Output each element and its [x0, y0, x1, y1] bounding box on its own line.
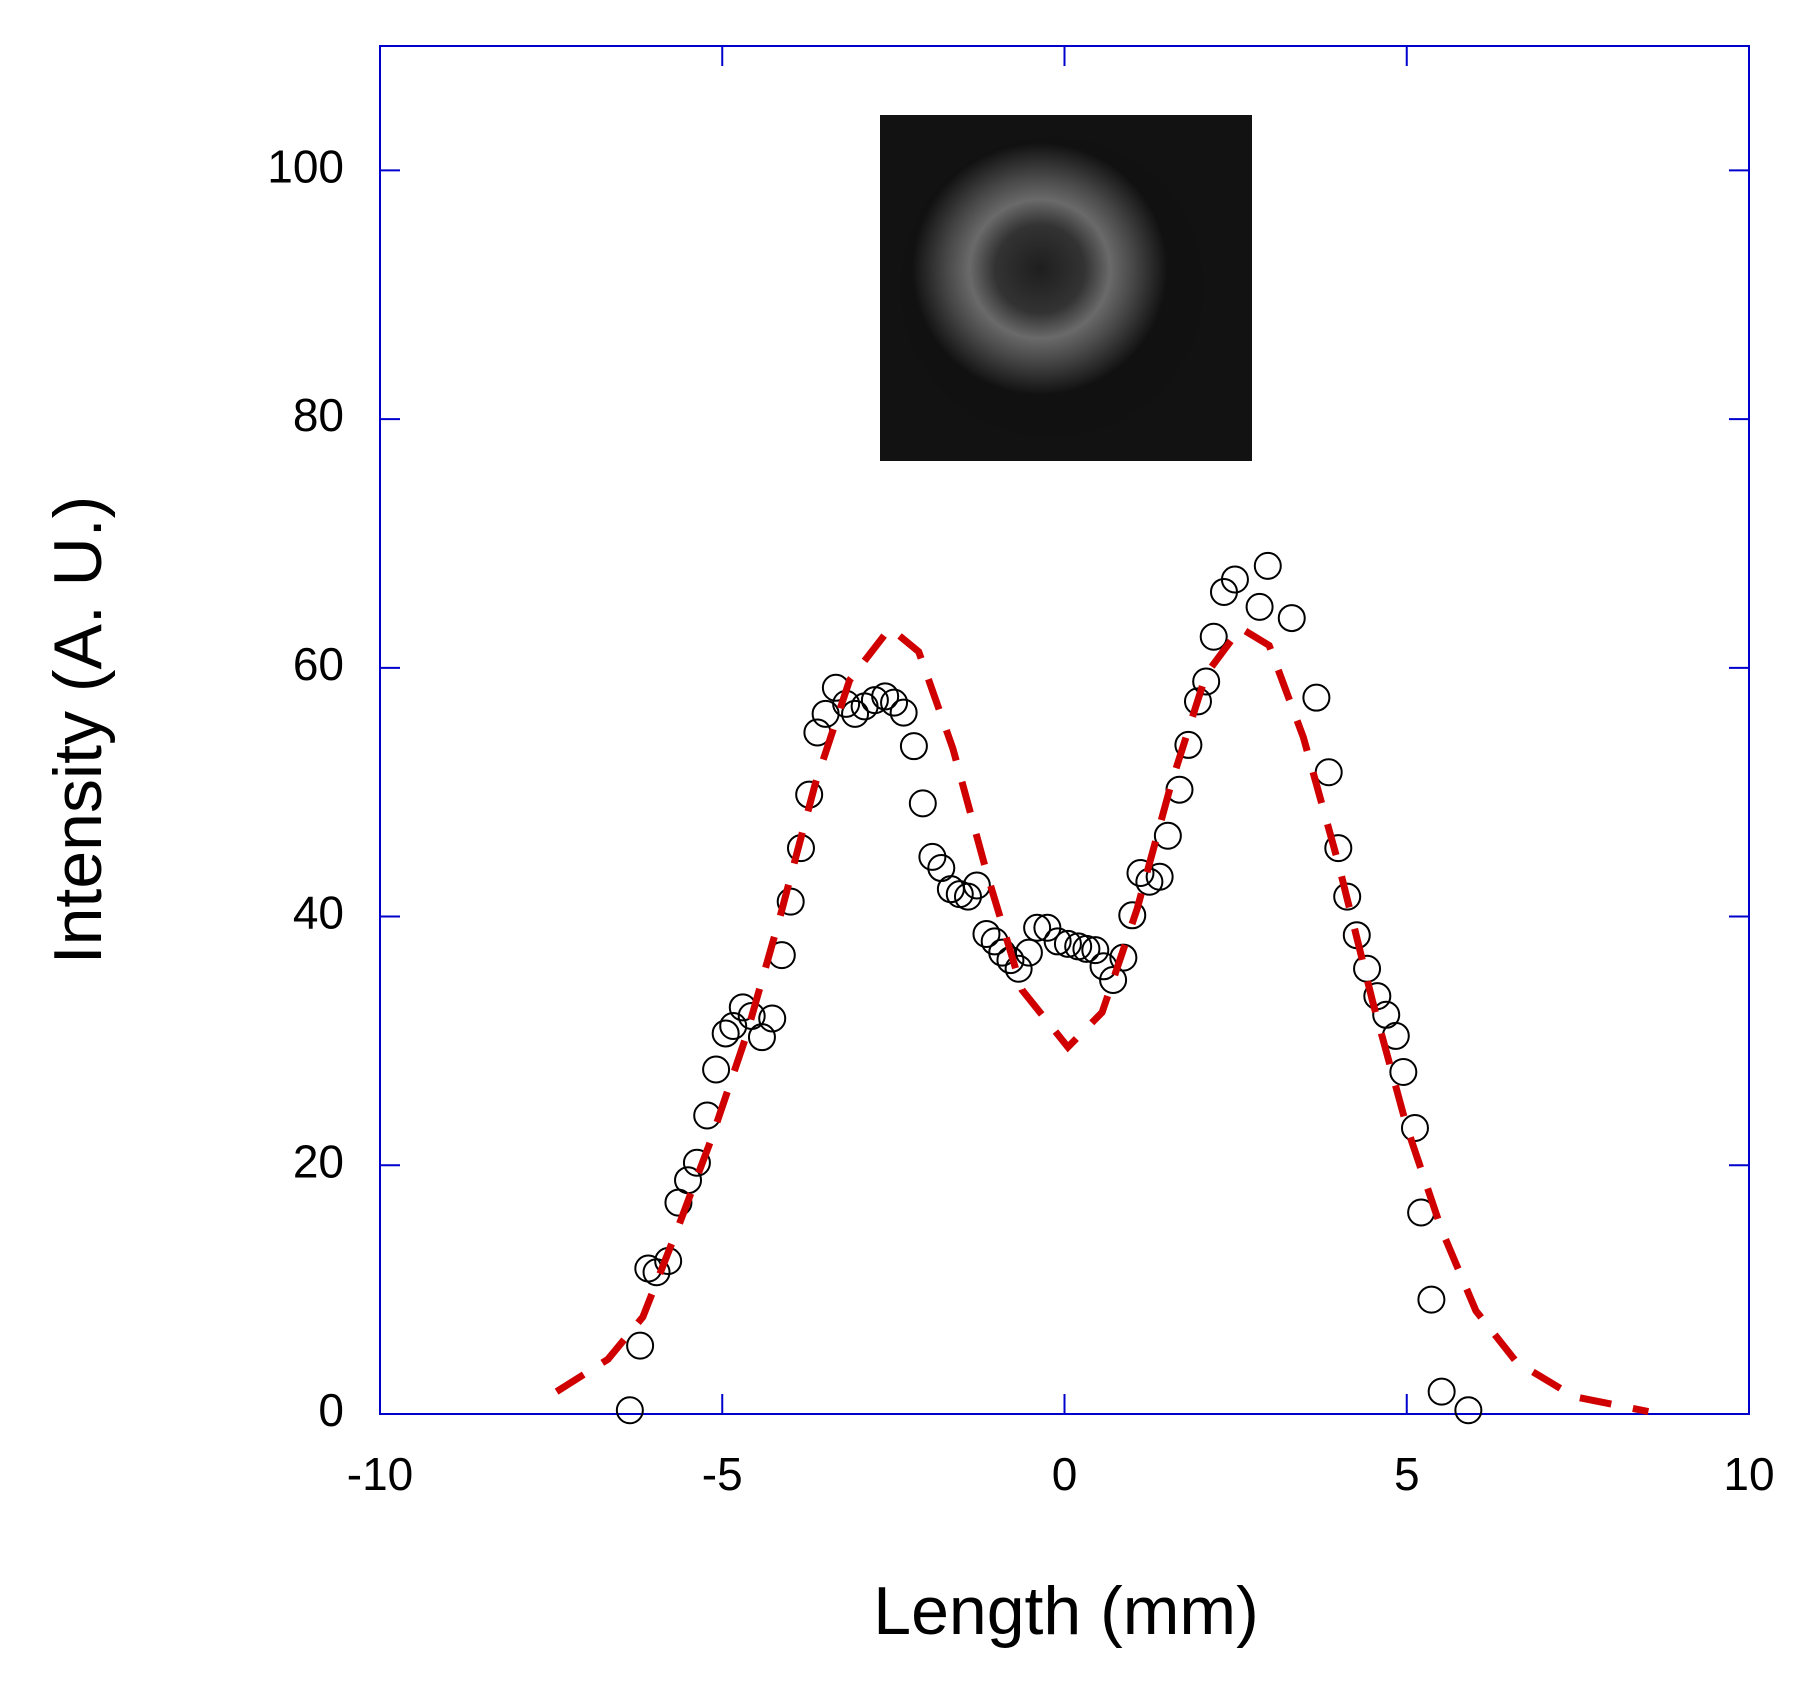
data-point — [972, 919, 1001, 948]
data-point — [1072, 934, 1101, 963]
data-point — [1153, 821, 1182, 850]
data-point — [841, 699, 870, 728]
data-point — [1427, 1377, 1456, 1406]
data-point — [1400, 1113, 1429, 1142]
x-axis-title: Length (mm) — [873, 1573, 1258, 1649]
data-point — [945, 880, 974, 909]
data-point — [702, 1055, 731, 1084]
data-point — [1454, 1396, 1483, 1425]
data-point — [1053, 929, 1082, 958]
y-axis-title: Intensity (A. U.) — [40, 496, 116, 965]
data-point — [1174, 730, 1203, 759]
data-point — [1192, 667, 1221, 696]
data-point — [1145, 862, 1174, 891]
x-tick-label: 5 — [1394, 1448, 1420, 1500]
data-point — [918, 842, 947, 871]
data-point — [1245, 592, 1274, 621]
data-point — [758, 1004, 787, 1033]
data-point — [626, 1331, 655, 1360]
data-point — [1014, 938, 1043, 967]
data-point — [711, 1019, 740, 1048]
y-tick-label: 0 — [318, 1384, 344, 1436]
data-point — [682, 1148, 711, 1177]
data-point — [1004, 954, 1033, 983]
data-point — [1118, 901, 1147, 930]
data-point — [1302, 683, 1331, 712]
data-point — [936, 875, 965, 904]
x-tick-label: -5 — [702, 1448, 743, 1500]
y-tick-label: 60 — [293, 638, 344, 690]
data-point — [1333, 882, 1362, 911]
data-point — [1043, 927, 1072, 956]
y-tick-label: 40 — [293, 887, 344, 939]
data-point — [1353, 954, 1382, 983]
y-tick-label: 20 — [293, 1135, 344, 1187]
data-point — [1389, 1058, 1418, 1086]
data-point — [719, 1011, 748, 1040]
data-point — [615, 1396, 644, 1425]
fit-line — [554, 623, 1650, 1415]
data-point — [899, 732, 928, 761]
data-point — [1199, 622, 1228, 651]
data-point — [1220, 565, 1249, 594]
data-point — [880, 688, 909, 717]
data-point — [642, 1258, 671, 1287]
data-point — [871, 682, 900, 711]
x-tick-label: -10 — [347, 1448, 413, 1500]
data-point — [1023, 913, 1052, 942]
data-point — [1277, 604, 1306, 633]
data-point — [889, 698, 918, 727]
y-tick-label: 80 — [293, 389, 344, 441]
data-point — [908, 789, 937, 818]
data-point — [1314, 758, 1343, 787]
data-point — [962, 871, 991, 900]
inset-image — [880, 115, 1252, 461]
data-point — [747, 1023, 776, 1052]
x-tick-label: 0 — [1052, 1448, 1078, 1500]
data-point — [1417, 1285, 1446, 1314]
data-point — [1081, 936, 1110, 965]
x-tick-label: 10 — [1723, 1448, 1774, 1500]
data-point — [953, 882, 982, 911]
y-tick-label: 100 — [267, 141, 344, 193]
data-point — [1324, 834, 1353, 863]
data-point — [1253, 551, 1282, 580]
data-point — [1126, 859, 1155, 888]
